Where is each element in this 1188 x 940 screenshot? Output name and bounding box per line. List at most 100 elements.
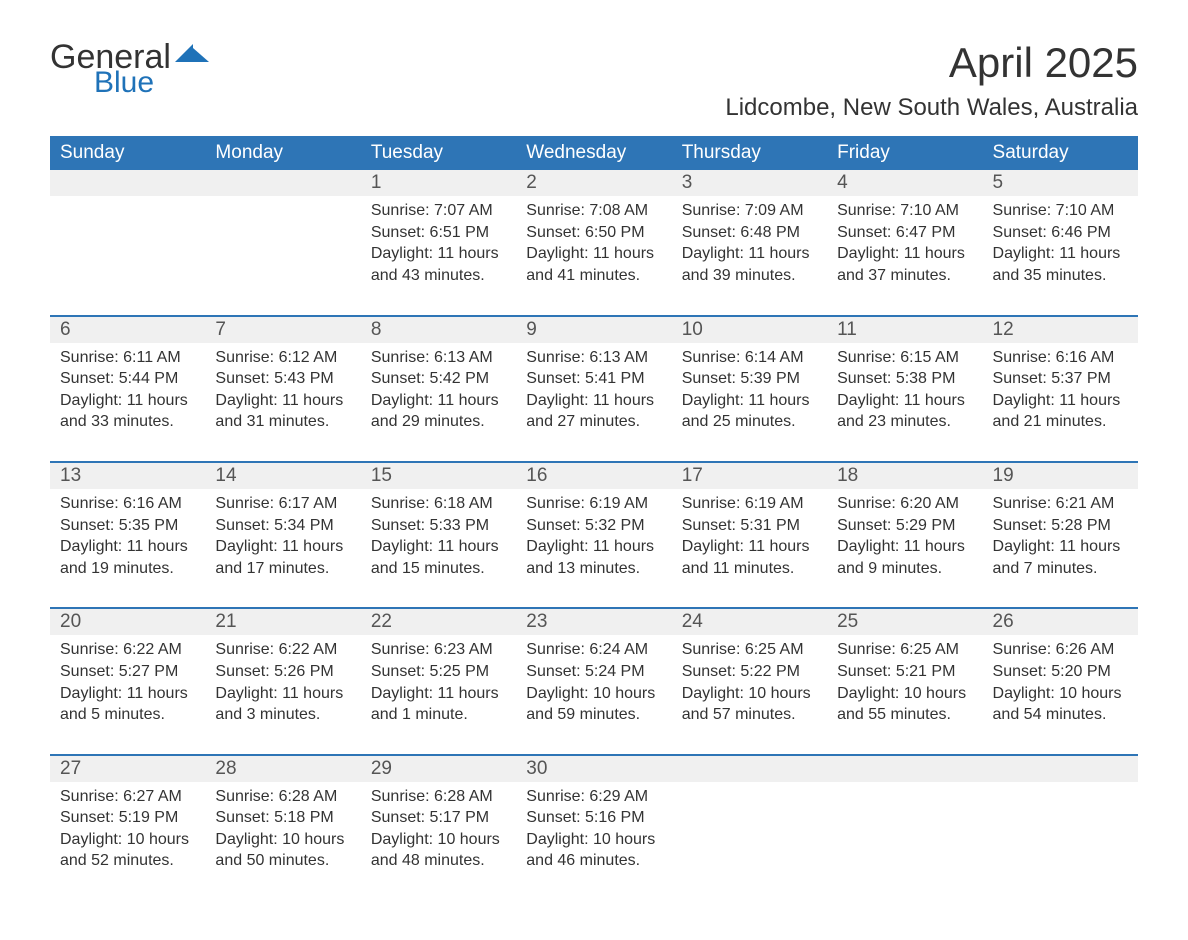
sunrise-text: Sunrise: 6:22 AM: [215, 639, 350, 661]
day-cell: Sunrise: 6:11 AMSunset: 5:44 PMDaylight:…: [50, 343, 205, 462]
daylight-text: Daylight: 11 hours and 27 minutes.: [526, 390, 661, 433]
daylight-text: Daylight: 10 hours and 59 minutes.: [526, 683, 661, 726]
day-cell: [50, 196, 205, 315]
sunset-text: Sunset: 5:28 PM: [993, 515, 1128, 537]
day-cell: Sunrise: 6:26 AMSunset: 5:20 PMDaylight:…: [983, 635, 1138, 754]
day-number: 23: [516, 608, 671, 635]
sunrise-text: Sunrise: 6:28 AM: [215, 786, 350, 808]
calendar-table: Sunday Monday Tuesday Wednesday Thursday…: [50, 136, 1138, 900]
sunset-text: Sunset: 5:22 PM: [682, 661, 817, 683]
day-number: 13: [50, 462, 205, 489]
day-cell: Sunrise: 6:13 AMSunset: 5:42 PMDaylight:…: [361, 343, 516, 462]
sunset-text: Sunset: 5:43 PM: [215, 368, 350, 390]
day-cell: Sunrise: 6:19 AMSunset: 5:31 PMDaylight:…: [672, 489, 827, 608]
brand-text: General Blue: [50, 40, 171, 98]
day-cell: Sunrise: 7:09 AMSunset: 6:48 PMDaylight:…: [672, 196, 827, 315]
sunrise-text: Sunrise: 7:07 AM: [371, 200, 506, 222]
sunrise-text: Sunrise: 6:19 AM: [526, 493, 661, 515]
day-cell: Sunrise: 6:27 AMSunset: 5:19 PMDaylight:…: [50, 782, 205, 900]
daylight-text: Daylight: 11 hours and 35 minutes.: [993, 243, 1128, 286]
day-cell: Sunrise: 6:18 AMSunset: 5:33 PMDaylight:…: [361, 489, 516, 608]
day-number: [983, 755, 1138, 782]
sunset-text: Sunset: 5:33 PM: [371, 515, 506, 537]
sunset-text: Sunset: 5:34 PM: [215, 515, 350, 537]
daylight-text: Daylight: 11 hours and 9 minutes.: [837, 536, 972, 579]
sunset-text: Sunset: 5:32 PM: [526, 515, 661, 537]
day-number: 6: [50, 316, 205, 343]
sunset-text: Sunset: 5:42 PM: [371, 368, 506, 390]
day-cell: Sunrise: 6:24 AMSunset: 5:24 PMDaylight:…: [516, 635, 671, 754]
sunset-text: Sunset: 5:38 PM: [837, 368, 972, 390]
day-cell: Sunrise: 6:21 AMSunset: 5:28 PMDaylight:…: [983, 489, 1138, 608]
day-cell: Sunrise: 7:08 AMSunset: 6:50 PMDaylight:…: [516, 196, 671, 315]
day-number: [827, 755, 982, 782]
sunrise-text: Sunrise: 6:17 AM: [215, 493, 350, 515]
location-subtitle: Lidcombe, New South Wales, Australia: [725, 94, 1138, 122]
sunset-text: Sunset: 6:48 PM: [682, 222, 817, 244]
day-number: 5: [983, 170, 1138, 196]
day-number: 4: [827, 170, 982, 196]
daylight-text: Daylight: 11 hours and 3 minutes.: [215, 683, 350, 726]
day-number: 22: [361, 608, 516, 635]
week-content-row: Sunrise: 6:11 AMSunset: 5:44 PMDaylight:…: [50, 343, 1138, 462]
day-header-row: Sunday Monday Tuesday Wednesday Thursday…: [50, 136, 1138, 170]
day-number: 12: [983, 316, 1138, 343]
daylight-text: Daylight: 11 hours and 37 minutes.: [837, 243, 972, 286]
day-header: Monday: [205, 136, 360, 170]
week-daynum-row: 13141516171819: [50, 462, 1138, 489]
sunset-text: Sunset: 6:46 PM: [993, 222, 1128, 244]
daylight-text: Daylight: 11 hours and 1 minute.: [371, 683, 506, 726]
day-number: 15: [361, 462, 516, 489]
daylight-text: Daylight: 11 hours and 21 minutes.: [993, 390, 1128, 433]
sunrise-text: Sunrise: 6:20 AM: [837, 493, 972, 515]
day-header: Wednesday: [516, 136, 671, 170]
day-number: 29: [361, 755, 516, 782]
sunrise-text: Sunrise: 6:14 AM: [682, 347, 817, 369]
day-cell: Sunrise: 6:22 AMSunset: 5:27 PMDaylight:…: [50, 635, 205, 754]
sunset-text: Sunset: 5:41 PM: [526, 368, 661, 390]
day-number: 3: [672, 170, 827, 196]
week-content-row: Sunrise: 6:27 AMSunset: 5:19 PMDaylight:…: [50, 782, 1138, 900]
week-content-row: Sunrise: 7:07 AMSunset: 6:51 PMDaylight:…: [50, 196, 1138, 315]
sunrise-text: Sunrise: 6:15 AM: [837, 347, 972, 369]
sunset-text: Sunset: 5:20 PM: [993, 661, 1128, 683]
daylight-text: Daylight: 11 hours and 31 minutes.: [215, 390, 350, 433]
daylight-text: Daylight: 10 hours and 55 minutes.: [837, 683, 972, 726]
week-content-row: Sunrise: 6:16 AMSunset: 5:35 PMDaylight:…: [50, 489, 1138, 608]
day-number: 21: [205, 608, 360, 635]
sunset-text: Sunset: 5:19 PM: [60, 807, 195, 829]
day-cell: Sunrise: 7:07 AMSunset: 6:51 PMDaylight:…: [361, 196, 516, 315]
sunset-text: Sunset: 5:18 PM: [215, 807, 350, 829]
day-number: [205, 170, 360, 196]
sunrise-text: Sunrise: 6:27 AM: [60, 786, 195, 808]
sunset-text: Sunset: 5:16 PM: [526, 807, 661, 829]
daylight-text: Daylight: 11 hours and 11 minutes.: [682, 536, 817, 579]
day-cell: Sunrise: 6:29 AMSunset: 5:16 PMDaylight:…: [516, 782, 671, 900]
day-cell: Sunrise: 6:16 AMSunset: 5:37 PMDaylight:…: [983, 343, 1138, 462]
day-number: 8: [361, 316, 516, 343]
day-number: 25: [827, 608, 982, 635]
day-number: 1: [361, 170, 516, 196]
week-content-row: Sunrise: 6:22 AMSunset: 5:27 PMDaylight:…: [50, 635, 1138, 754]
day-number: 16: [516, 462, 671, 489]
day-number: 24: [672, 608, 827, 635]
day-number: 2: [516, 170, 671, 196]
sunrise-text: Sunrise: 6:23 AM: [371, 639, 506, 661]
sunrise-text: Sunrise: 6:29 AM: [526, 786, 661, 808]
sunset-text: Sunset: 5:17 PM: [371, 807, 506, 829]
sunrise-text: Sunrise: 6:13 AM: [371, 347, 506, 369]
day-cell: Sunrise: 6:15 AMSunset: 5:38 PMDaylight:…: [827, 343, 982, 462]
daylight-text: Daylight: 11 hours and 29 minutes.: [371, 390, 506, 433]
sunset-text: Sunset: 5:21 PM: [837, 661, 972, 683]
month-title: April 2025: [725, 40, 1138, 86]
day-cell: Sunrise: 6:16 AMSunset: 5:35 PMDaylight:…: [50, 489, 205, 608]
day-number: 18: [827, 462, 982, 489]
daylight-text: Daylight: 11 hours and 17 minutes.: [215, 536, 350, 579]
sunrise-text: Sunrise: 6:28 AM: [371, 786, 506, 808]
day-cell: Sunrise: 6:28 AMSunset: 5:17 PMDaylight:…: [361, 782, 516, 900]
day-cell: Sunrise: 6:17 AMSunset: 5:34 PMDaylight:…: [205, 489, 360, 608]
daylight-text: Daylight: 10 hours and 57 minutes.: [682, 683, 817, 726]
daylight-text: Daylight: 11 hours and 41 minutes.: [526, 243, 661, 286]
day-number: 14: [205, 462, 360, 489]
day-number: 26: [983, 608, 1138, 635]
